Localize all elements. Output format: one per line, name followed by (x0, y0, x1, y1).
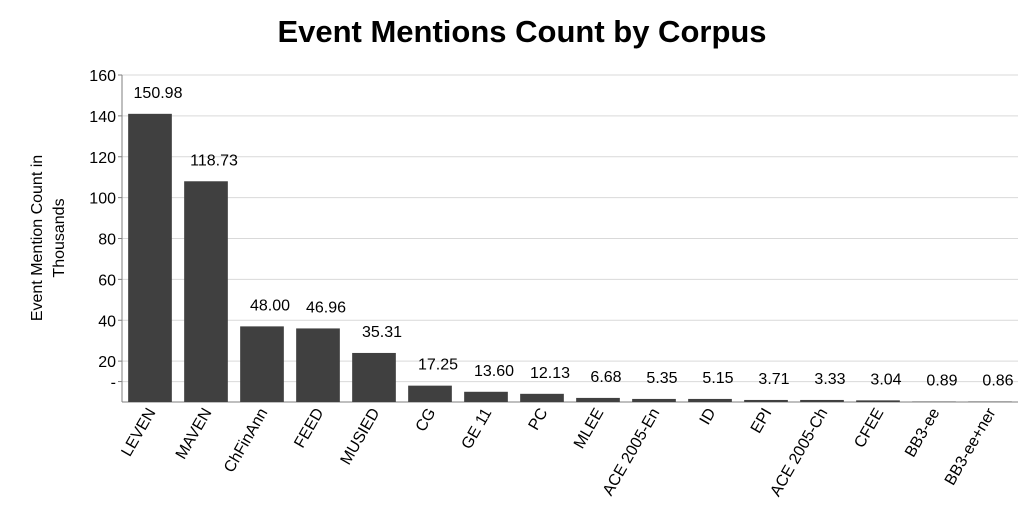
y-tick-label: 120 (89, 150, 116, 167)
labels: 150.98 LEVEN 118.73 MAVEN 48.00 ChFinAnn 46.96… (119, 85, 1014, 500)
bar (520, 393, 564, 402)
category-label: MLEE (571, 406, 608, 452)
axes: - 20 40 60 80 100 120 140 160 Event Mention Count… (29, 68, 1018, 403)
category-label: ACE 2005-Ch (767, 406, 831, 500)
data-label: 0.86 (982, 373, 1013, 390)
data-label: 5.35 (646, 370, 677, 387)
data-label: 48.00 (250, 297, 290, 314)
y-axis-title-line: Event Mention Count in (29, 155, 46, 321)
category-label: MAVEN (173, 406, 216, 463)
category-label: FEED (291, 406, 327, 451)
category-label: ChFinAnn (221, 406, 271, 476)
bar (240, 326, 284, 402)
bar (408, 385, 452, 402)
chart-title: Event Mentions Count by Corpus (277, 14, 767, 49)
data-label: 13.60 (474, 363, 514, 380)
y-tick-label: 40 (98, 313, 116, 330)
category-label: ACE 2005-En (600, 406, 664, 499)
data-label: 12.13 (530, 365, 570, 382)
category-label: LEVEN (119, 406, 160, 460)
category-label: EPI (748, 406, 776, 437)
bar (352, 352, 396, 402)
category-label: MUSIED (338, 406, 384, 468)
category-label: PC (526, 406, 552, 434)
y-axis-title: Event Mention Count in Thousands (29, 155, 68, 321)
bar (296, 328, 340, 402)
y-axis-title-line: Thousands (51, 198, 68, 277)
bar (744, 399, 788, 402)
data-label: 5.15 (702, 370, 733, 387)
bar (576, 397, 620, 402)
y-tick-label: 140 (89, 109, 116, 126)
data-label: 17.25 (418, 357, 458, 374)
bar (632, 398, 676, 402)
data-label: 35.31 (362, 324, 402, 341)
y-tick-label: 160 (89, 68, 116, 85)
bar (184, 181, 228, 402)
data-label: 0.89 (926, 373, 957, 390)
category-label: BB3-ee (902, 405, 943, 460)
data-label: 150.98 (134, 85, 183, 102)
category-label: BB3-ee+ner (942, 405, 1000, 488)
bar (856, 400, 900, 402)
data-label: 6.68 (590, 369, 621, 386)
data-label: 3.71 (758, 371, 789, 388)
y-tick-label: 60 (98, 272, 116, 289)
data-label: 3.04 (870, 371, 901, 388)
y-tick-label: - (111, 375, 116, 392)
category-label: CG (413, 406, 440, 435)
bar (800, 399, 844, 402)
data-label: 3.33 (814, 371, 845, 388)
data-label: 118.73 (190, 152, 238, 169)
category-label: GE 11 (459, 405, 496, 452)
y-tick-label: 20 (98, 354, 116, 371)
category-label: CFEE (851, 406, 887, 451)
y-tick-label: 100 (89, 191, 116, 208)
y-tick-label: 80 (98, 232, 116, 249)
bar (128, 113, 172, 403)
category-label: ID (697, 406, 720, 428)
data-label: 46.96 (306, 299, 346, 316)
bar (688, 398, 732, 402)
bar (464, 391, 508, 402)
bars (128, 113, 1012, 403)
